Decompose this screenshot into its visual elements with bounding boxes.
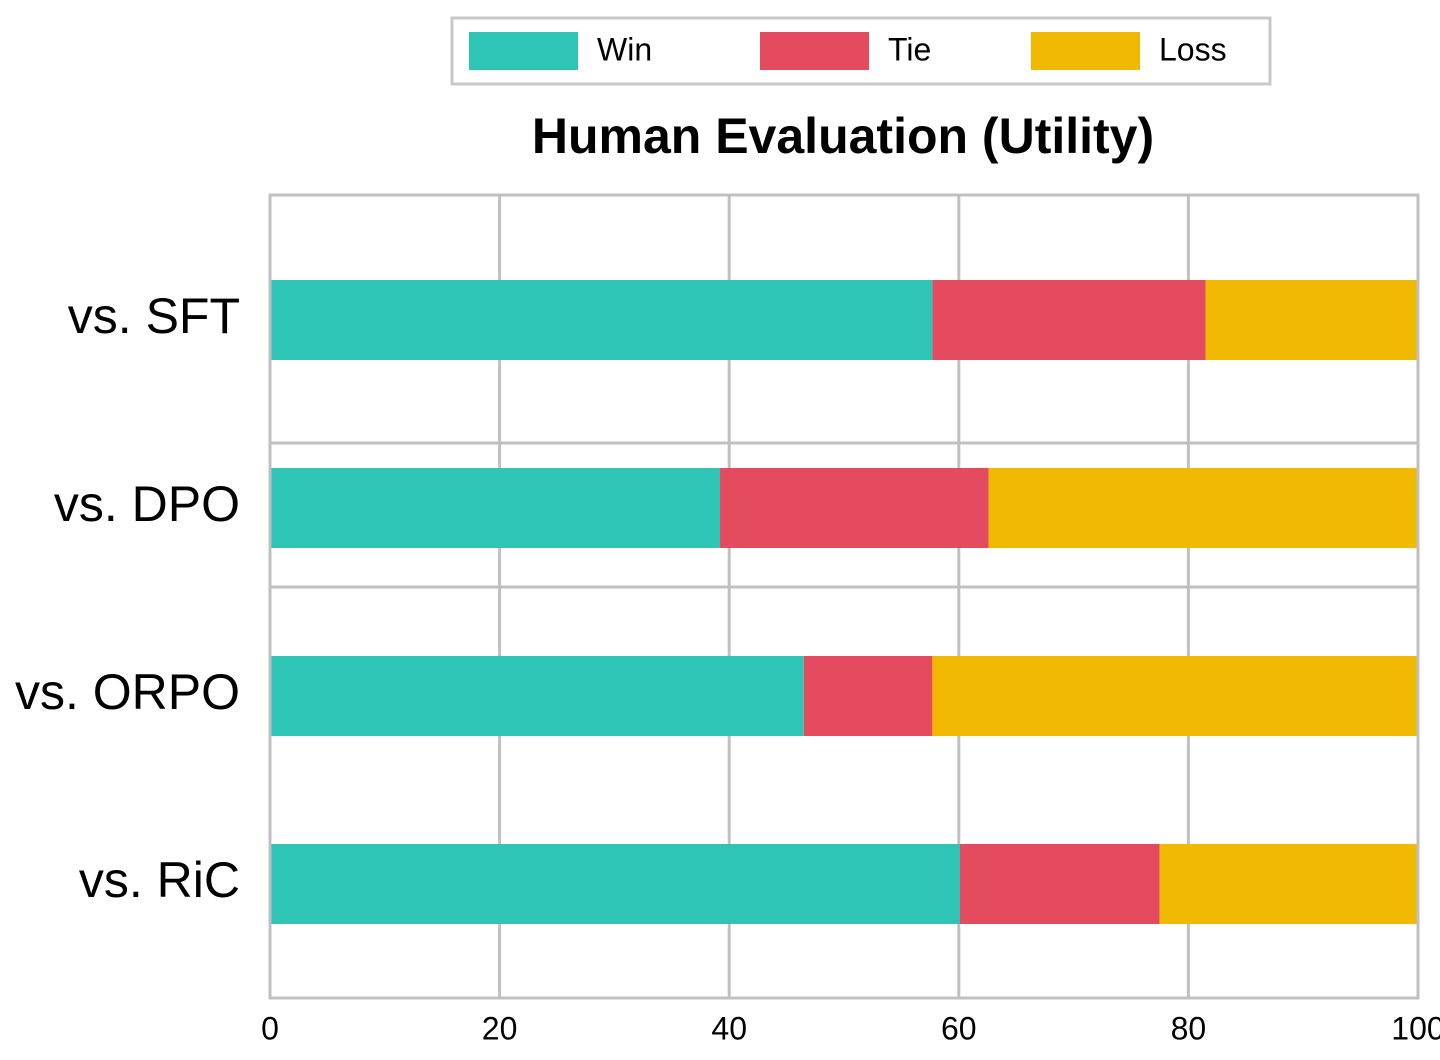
chart-title: Human Evaluation (Utility) bbox=[532, 108, 1154, 164]
legend-swatch bbox=[469, 32, 578, 70]
legend-label: Win bbox=[597, 31, 652, 67]
legend-label: Loss bbox=[1159, 31, 1227, 67]
bar-segment bbox=[932, 280, 1206, 360]
bar-segment bbox=[932, 656, 1418, 736]
y-tick-label: vs. DPO bbox=[54, 476, 240, 532]
bar-segment bbox=[1159, 844, 1418, 924]
y-tick-label: vs. SFT bbox=[68, 288, 240, 344]
x-tick-label: 100 bbox=[1391, 1010, 1440, 1046]
bar-segment bbox=[270, 844, 960, 924]
bar-segment bbox=[988, 468, 1418, 548]
x-tick-label: 40 bbox=[711, 1010, 747, 1046]
bar-segment bbox=[1205, 280, 1418, 360]
x-tick-label: 60 bbox=[941, 1010, 977, 1046]
y-tick-label: vs. ORPO bbox=[15, 664, 240, 720]
legend-swatch bbox=[760, 32, 869, 70]
bar-segment bbox=[270, 468, 721, 548]
x-tick-label: 0 bbox=[261, 1010, 279, 1046]
x-tick-label: 20 bbox=[482, 1010, 518, 1046]
legend-label: Tie bbox=[888, 31, 931, 67]
bar-segment bbox=[720, 468, 989, 548]
bar-segment bbox=[270, 656, 804, 736]
x-tick-label: 80 bbox=[1171, 1010, 1207, 1046]
y-tick-label: vs. RiC bbox=[79, 852, 240, 908]
legend-swatch bbox=[1031, 32, 1140, 70]
plot-frame bbox=[268, 193, 1420, 1000]
bar-segment bbox=[270, 280, 933, 360]
bar-segment bbox=[959, 844, 1160, 924]
bar-segment bbox=[803, 656, 933, 736]
